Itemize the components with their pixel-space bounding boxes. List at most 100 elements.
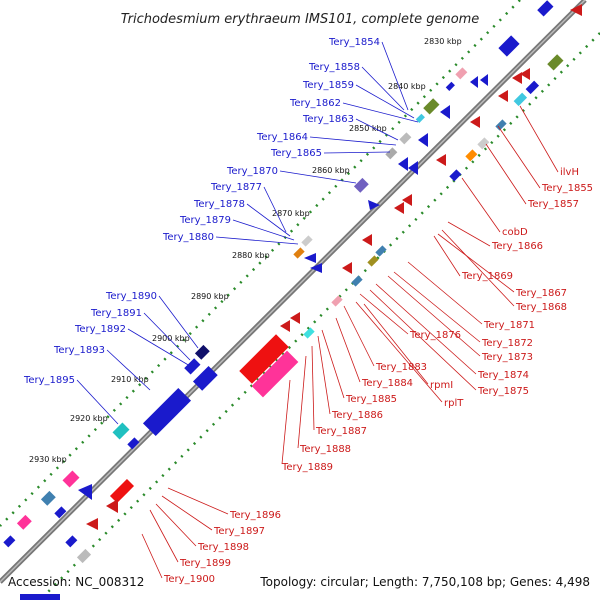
gene-label[interactable]: Tery_1866 (491, 241, 543, 252)
gene-glyph[interactable] (331, 295, 343, 307)
gene-glyph[interactable] (280, 320, 290, 332)
gene-label[interactable]: Tery_1868 (515, 302, 567, 313)
gene-glyph[interactable] (184, 358, 201, 375)
gene-label[interactable]: rpmI (430, 380, 453, 391)
gene-label[interactable]: Tery_1874 (477, 370, 529, 381)
gene-label[interactable]: Tery_1859 (302, 80, 354, 91)
gene-glyph[interactable] (293, 247, 305, 259)
gene-glyph[interactable] (547, 54, 564, 71)
gene-glyph[interactable] (106, 499, 118, 513)
gene-glyph[interactable] (520, 68, 530, 80)
gene-label[interactable]: Tery_1876 (409, 330, 461, 341)
gene-glyph[interactable] (65, 535, 78, 548)
gene-label[interactable]: cobD (502, 227, 528, 238)
gene-label[interactable]: Tery_1892 (74, 324, 126, 335)
gene-label[interactable]: Tery_1891 (90, 308, 142, 319)
gene-glyph[interactable] (127, 437, 140, 450)
gene-label[interactable]: Tery_1883 (375, 362, 427, 373)
gene-glyph[interactable] (418, 133, 428, 147)
gene-glyph[interactable] (495, 119, 507, 131)
gene-glyph[interactable] (16, 514, 32, 530)
gene-glyph[interactable] (408, 161, 418, 175)
gene-label[interactable]: Tery_1855 (541, 183, 593, 194)
gene-glyph[interactable] (385, 147, 398, 160)
gene-glyph[interactable] (78, 484, 92, 500)
gene-glyph[interactable] (86, 518, 98, 530)
gene-label[interactable]: Tery_1872 (481, 338, 533, 349)
gene-label[interactable]: Tery_1890 (105, 291, 157, 302)
gene-glyph[interactable] (570, 4, 582, 16)
gene-glyph[interactable] (375, 245, 387, 257)
gene-glyph[interactable] (20, 594, 60, 600)
gene-glyph[interactable] (498, 35, 520, 57)
gene-glyph[interactable] (445, 81, 455, 91)
gene-glyph[interactable] (498, 90, 508, 102)
gene-glyph[interactable] (351, 275, 363, 287)
gene-label[interactable]: Tery_1871 (483, 320, 535, 331)
gene-label[interactable]: Tery_1889 (281, 462, 333, 473)
gene-glyph[interactable] (465, 149, 478, 162)
gene-label[interactable]: Tery_1895 (23, 375, 75, 386)
gene-glyph[interactable] (109, 478, 135, 504)
gene-glyph[interactable] (310, 263, 322, 273)
gene-label[interactable]: Tery_1870 (226, 166, 278, 177)
gene-glyph[interactable] (192, 365, 218, 391)
gene-label[interactable]: Tery_1875 (477, 386, 529, 397)
gene-label[interactable]: Tery_1900 (163, 574, 215, 585)
gene-glyph[interactable] (513, 92, 528, 107)
gene-glyph[interactable] (142, 387, 192, 437)
gene-glyph[interactable] (54, 506, 67, 519)
gene-glyph[interactable] (342, 262, 352, 274)
gene-label[interactable]: Tery_1865 (270, 148, 322, 159)
gene-label[interactable]: Tery_1873 (481, 352, 533, 363)
gene-glyph[interactable] (525, 80, 540, 95)
gene-label[interactable]: Tery_1885 (345, 394, 397, 405)
gene-glyph[interactable] (449, 169, 462, 182)
gene-label[interactable]: Tery_1854 (328, 37, 380, 48)
gene-glyph[interactable] (3, 535, 16, 548)
gene-label[interactable]: Tery_1893 (53, 345, 105, 356)
gene-label[interactable]: Tery_1887 (315, 426, 367, 437)
gene-glyph[interactable] (402, 194, 412, 206)
gene-glyph[interactable] (304, 253, 316, 263)
gene-glyph[interactable] (362, 234, 372, 246)
gene-glyph[interactable] (301, 235, 313, 247)
gene-label[interactable]: Tery_1899 (179, 558, 231, 569)
gene-label[interactable]: Tery_1888 (299, 444, 351, 455)
gene-glyph[interactable] (76, 548, 92, 564)
gene-glyph[interactable] (512, 72, 522, 84)
gene-label[interactable]: rplT (444, 398, 464, 409)
gene-glyph[interactable] (480, 74, 488, 86)
gene-label[interactable]: Tery_1877 (210, 182, 262, 193)
gene-glyph[interactable] (455, 67, 468, 80)
gene-label[interactable]: Tery_1878 (193, 199, 245, 210)
gene-glyph[interactable] (251, 350, 299, 398)
gene-glyph[interactable] (436, 154, 446, 166)
gene-label[interactable]: Tery_1857 (527, 199, 579, 210)
gene-glyph[interactable] (353, 177, 369, 193)
gene-label[interactable]: Tery_1886 (331, 410, 383, 421)
gene-glyph[interactable] (112, 422, 130, 440)
gene-label[interactable]: ilvH (560, 167, 579, 178)
gene-glyph[interactable] (239, 334, 289, 384)
gene-glyph[interactable] (40, 490, 56, 506)
gene-glyph[interactable] (394, 202, 404, 214)
gene-glyph[interactable] (303, 327, 315, 339)
gene-glyph[interactable] (399, 132, 412, 145)
gene-label[interactable]: Tery_1869 (461, 271, 513, 282)
gene-glyph[interactable] (470, 116, 480, 128)
gene-label[interactable]: Tery_1896 (229, 510, 281, 521)
gene-label[interactable]: Tery_1864 (256, 132, 308, 143)
gene-label[interactable]: Tery_1863 (302, 114, 354, 125)
gene-glyph[interactable] (537, 0, 554, 17)
gene-label[interactable]: Tery_1858 (308, 62, 360, 73)
gene-label[interactable]: Tery_1862 (289, 98, 341, 109)
gene-label[interactable]: Tery_1867 (515, 288, 567, 299)
gene-label[interactable]: Tery_1897 (213, 526, 265, 537)
gene-glyph[interactable] (62, 470, 80, 488)
gene-glyph[interactable] (415, 113, 425, 123)
gene-glyph[interactable] (398, 157, 408, 171)
gene-glyph[interactable] (470, 76, 478, 88)
gene-glyph[interactable] (367, 255, 379, 267)
gene-glyph[interactable] (423, 98, 440, 115)
